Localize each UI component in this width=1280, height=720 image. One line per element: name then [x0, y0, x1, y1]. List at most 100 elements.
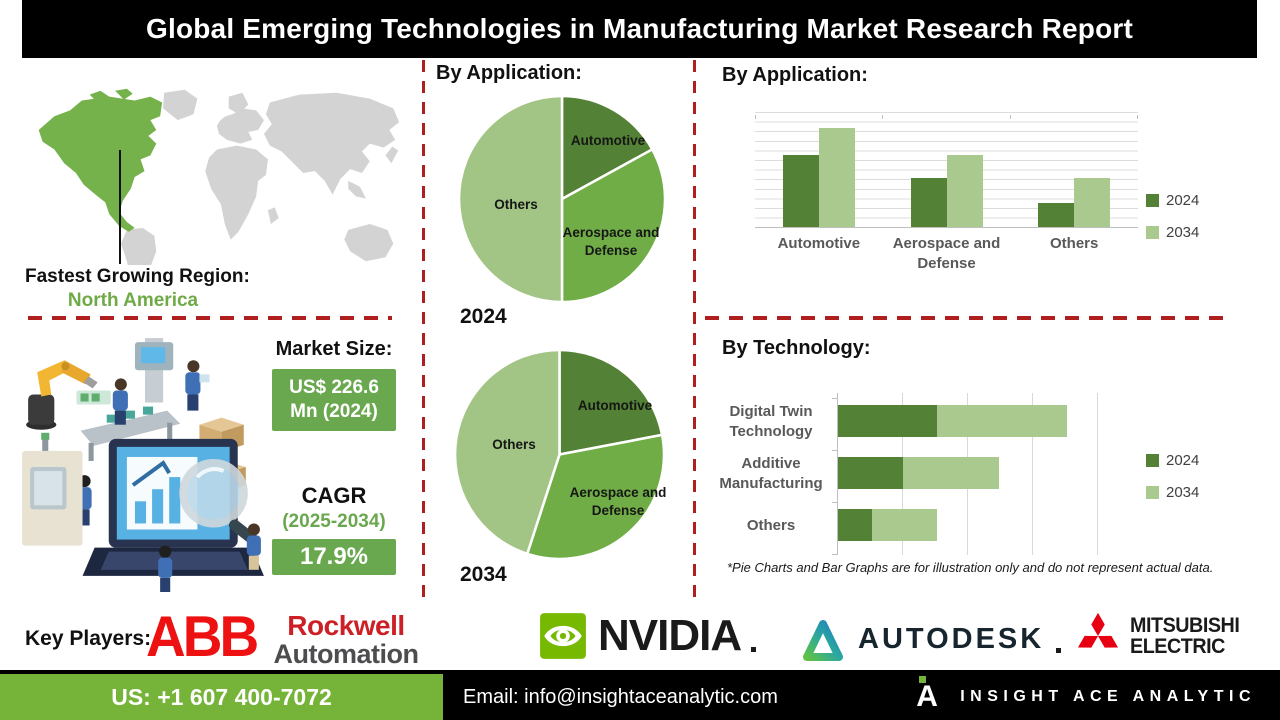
cnc-machine-icon: [22, 432, 83, 546]
title-bar: Global Emerging Technologies in Manufact…: [22, 0, 1257, 58]
market-size-block: Market Size: US$ 226.6 Mn (2024) CAGR (2…: [272, 338, 396, 575]
pie-2024-label-aerospace: Aerospace and Defense: [562, 224, 660, 258]
legend-label-2024: 2024: [1166, 192, 1200, 209]
application-legend-2024: 2024: [1146, 192, 1199, 209]
bar-automotive-2034: [818, 128, 855, 227]
footer-email: Email: info@insightaceanalytic.com: [463, 685, 778, 708]
footer-bar: US: +1 607 400-7072 Email: info@insighta…: [0, 670, 1280, 720]
world-map: [38, 88, 400, 265]
bar-group-aerospace: [883, 112, 1011, 227]
tech-bar-digital-twin-2024: [838, 405, 937, 437]
axis-tick: [882, 115, 883, 119]
nvidia-logo: NVIDIA: [538, 611, 757, 661]
disclaimer-note: *Pie Charts and Bar Graphs are for illus…: [727, 560, 1214, 575]
autodesk-trademark-dot: [1056, 648, 1062, 653]
dashed-divider-vertical-1: [422, 60, 425, 600]
tech-bar-additive-2024: [838, 457, 903, 489]
legend-label-2024: 2024: [1166, 452, 1200, 469]
dashed-divider-vertical-2: [693, 60, 696, 600]
bar-group-automotive: [755, 112, 883, 227]
tech-bar-others-2024: [838, 509, 872, 541]
pie-2034-chart: Automotive Others Aerospace and Defense: [452, 347, 667, 562]
pie-2024-year-label: 2024: [460, 305, 507, 328]
nvidia-eye-icon: [540, 613, 586, 659]
tech-row-others: [838, 509, 1098, 541]
bar-aerospace-2024: [910, 177, 947, 227]
map-gray-continents: [120, 89, 400, 265]
insightace-logo-icon: A: [916, 676, 944, 714]
category-label-aerospace: Aerospace and Defense: [892, 235, 1001, 272]
bar-group-others: [1010, 112, 1138, 227]
technology-bar-title: By Technology:: [722, 337, 871, 359]
legend-swatch-2034: [1146, 486, 1159, 499]
factory-machine-icon: [134, 338, 174, 403]
pie-2034-label-others: Others: [492, 436, 536, 452]
tech-row-additive: [838, 457, 1098, 489]
application-legend-2034: 2034: [1146, 224, 1199, 241]
technology-legend-2034: 2034: [1146, 484, 1199, 501]
robot-arm-icon: [26, 360, 98, 430]
rockwell-logo-line1: Rockwell: [287, 610, 405, 641]
tech-label-additive: Additive Manufacturing: [719, 455, 823, 492]
pie-2024-chart: Automotive Others Aerospace and Defense: [456, 93, 668, 305]
legend-swatch-2024: [1146, 454, 1159, 467]
nvidia-trademark-dot: [751, 647, 757, 652]
fastest-region-value: North America: [67, 290, 199, 311]
application-bar-chart: [755, 112, 1138, 228]
market-size-value-box: US$ 226.6 Mn (2024): [272, 369, 396, 431]
worker-figures-bottom-icon: [158, 523, 261, 592]
bar-automotive-2024: [782, 154, 819, 227]
page-title: Global Emerging Technologies in Manufact…: [145, 13, 1134, 44]
dashed-divider-left: [28, 316, 392, 320]
pie-2024-svg: [457, 94, 667, 304]
rockwell-logo-line2: Automation: [273, 639, 419, 669]
axis-tick: [1137, 115, 1138, 119]
autodesk-a-icon: [803, 620, 843, 661]
footer-brand-name: INSIGHT ACE ANALYTIC: [960, 688, 1256, 705]
cagr-period: (2025-2034): [282, 510, 386, 532]
tech-bar-additive-2034: [903, 457, 1000, 489]
autodesk-wordmark: AUTODESK: [858, 622, 1045, 655]
mitsubishi-electric-logo: MITSUBISHI ELECTRIC: [1072, 610, 1246, 662]
axis-tick: [832, 450, 837, 451]
bar-aerospace-2034: [946, 154, 983, 227]
market-size-value-line1: US$ 226.6: [289, 377, 379, 398]
market-size-value-line2: Mn (2024): [290, 400, 378, 422]
legend-swatch-2034: [1146, 226, 1159, 239]
parts-tray-icon: [76, 390, 111, 405]
tech-bar-digital-twin-2034: [936, 405, 1067, 437]
manufacturing-illustration: [22, 338, 264, 592]
legend-label-2034: 2034: [1166, 224, 1200, 241]
bar-others-2034: [1074, 177, 1111, 227]
axis-tick: [755, 115, 756, 119]
fastest-region-label: Fastest Growing Region:: [25, 266, 250, 287]
axis-tick: [832, 398, 837, 399]
pie-2034-year-label: 2034: [460, 563, 507, 586]
tech-bar-others-2034: [871, 509, 937, 541]
pie-2034-label-aerospace: Aerospace and Defense: [569, 484, 667, 518]
footer-phone: US: +1 607 400-7072: [0, 674, 443, 720]
pie-2024-label-others: Others: [494, 196, 538, 212]
pie-2034-svg: [453, 348, 666, 561]
axis-tick: [1010, 115, 1011, 119]
legend-swatch-2024: [1146, 194, 1159, 207]
pie-2034-label-automotive: Automotive: [577, 397, 653, 413]
cagr-value-box: 17.9%: [272, 538, 396, 575]
pie-section-title: By Application:: [436, 62, 582, 84]
nvidia-wordmark: NVIDIA: [598, 611, 742, 660]
market-size-label: Market Size:: [275, 338, 393, 360]
mitsubishi-line2: ELECTRIC: [1130, 635, 1225, 658]
mitsubishi-line1: MITSUBISHI: [1130, 614, 1240, 637]
tech-label-digital-twin: Digital Twin Technology: [729, 403, 813, 440]
logo-a-letter: A: [916, 680, 938, 713]
logo-green-dot: [919, 676, 927, 683]
technology-legend-2024: 2024: [1146, 452, 1199, 469]
category-label-others: Others: [1050, 235, 1099, 252]
category-label-automotive: Automotive: [777, 235, 861, 252]
autodesk-logo: AUTODESK: [800, 616, 1062, 662]
bar-others-2024: [1038, 202, 1075, 227]
key-players-label: Key Players:: [25, 627, 152, 650]
pie-2024-label-automotive: Automotive: [570, 132, 646, 148]
mitsubishi-diamonds-icon: [1077, 612, 1119, 648]
